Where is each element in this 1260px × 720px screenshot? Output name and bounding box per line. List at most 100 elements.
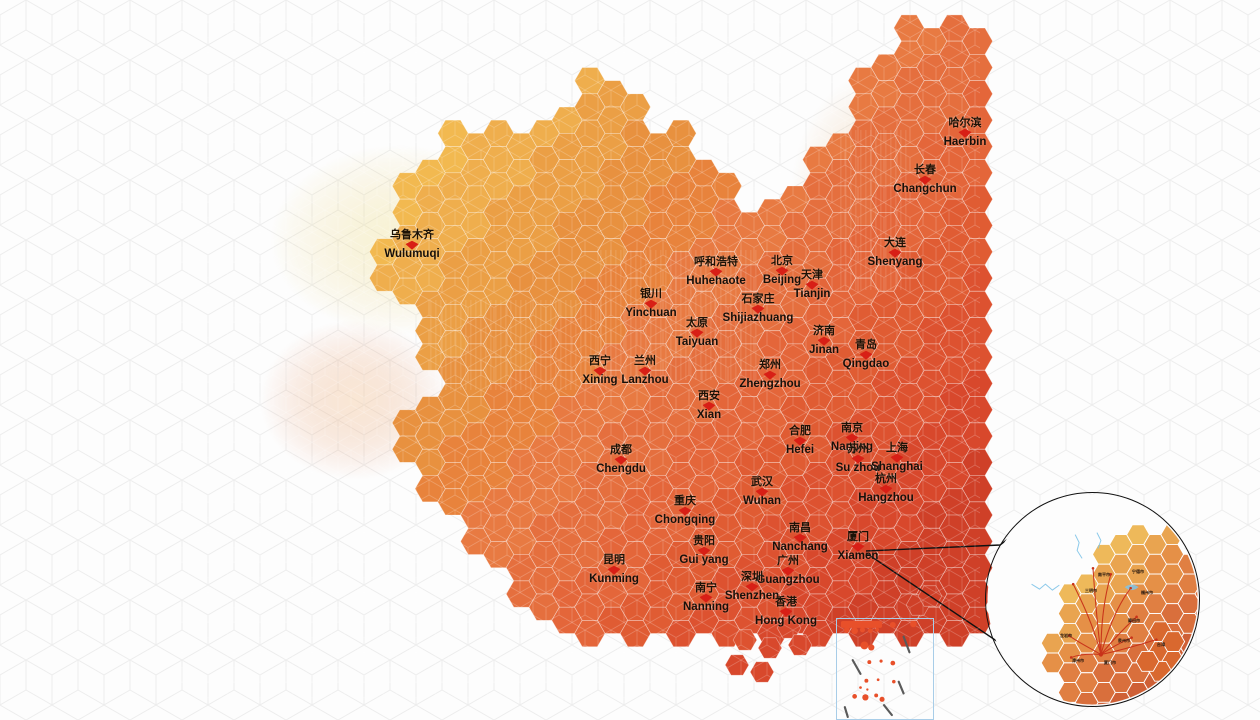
city-marker-jinan[interactable]: 济南 Jinan: [808, 324, 840, 357]
city-name-en: Nanchang: [772, 540, 828, 553]
city-name-en: Hangzhou: [858, 491, 914, 504]
city-name-en: Jinan: [808, 343, 840, 356]
city-name-cn: 昆明: [602, 553, 625, 566]
city-name-cn: 武汉: [751, 475, 773, 488]
city-marker-yinchuan[interactable]: 银川 Yinchuan: [625, 287, 677, 320]
city-marker-changchun[interactable]: 长春 Changchun: [893, 163, 956, 196]
city-marker-hangzhou[interactable]: 杭州 Hangzhou: [858, 472, 914, 505]
city-marker-hefei[interactable]: 合肥 Hefei: [785, 425, 815, 457]
city-name-cn: 南宁: [695, 581, 717, 594]
city-marker-gui-yang[interactable]: 贵阳 Gui yang: [679, 534, 728, 567]
inset-city-label: 宁德市: [1131, 569, 1145, 574]
city-marker-xian[interactable]: 西安 Xian: [697, 389, 721, 422]
city-name-cn: 上海: [885, 441, 908, 454]
city-marker-haerbin[interactable]: 哈尔滨 Haerbin: [943, 117, 987, 149]
city-marker-shanghai[interactable]: 上海 Shanghai: [871, 441, 923, 474]
city-marker-huhehaote[interactable]: 呼和浩特 Huhehaote: [686, 256, 746, 288]
city-marker-wuhan[interactable]: 武汉 Wuhan: [742, 475, 782, 508]
city-name-en: Guangzhou: [756, 573, 820, 586]
map-pin-icon: [805, 280, 819, 290]
inset-city-label: 三明市: [1084, 588, 1098, 593]
city-marker-kunming[interactable]: 昆明 Kunming: [589, 553, 639, 586]
city-name-en: Lanzhou: [621, 373, 669, 386]
city-marker-qingdao[interactable]: 青岛 Qingdao: [842, 339, 890, 371]
city-name-cn: 石家庄: [741, 292, 775, 305]
city-name-cn: 乌鲁木齐: [390, 228, 434, 241]
city-marker-shenzhen[interactable]: 深圳 Shenzhen: [724, 570, 780, 603]
city-marker-xining[interactable]: 西宁 Xining: [582, 354, 618, 387]
south-china-sea-islands: [840, 620, 917, 719]
city-marker-xiamen[interactable]: 厦门 Xiamen: [838, 530, 879, 563]
map-pin-icon: [405, 240, 419, 250]
city-name-cn: 杭州: [874, 472, 897, 485]
city-name-en: Xining: [582, 373, 618, 386]
city-name-en: Chongqing: [654, 513, 716, 526]
city-marker-hong-kong[interactable]: 香港 Hong Kong: [755, 596, 817, 628]
city-name-en: Beijing: [762, 273, 802, 286]
city-marker-chongqing[interactable]: 重庆 Chongqing: [654, 495, 716, 527]
map-pin-icon: [851, 542, 865, 552]
city-name-cn: 厦门: [846, 530, 869, 543]
city-name-en: Haerbin: [943, 135, 987, 148]
city-marker-tianjin[interactable]: 天津 Tianjin: [794, 268, 831, 301]
city-name-en: Nanning: [683, 600, 729, 613]
city-marker-shenyang[interactable]: 大连 Shenyang: [867, 236, 923, 269]
city-name-cn: 大连: [884, 236, 906, 249]
city-marker-shijiazhuang[interactable]: 石家庄 Shijiazhuang: [722, 292, 794, 325]
map-pin-icon: [699, 593, 713, 603]
inset-city-label: 南平市: [1097, 572, 1111, 577]
inset-city-label: 台湾: [1156, 642, 1166, 647]
city-name-en: Shenyang: [867, 255, 923, 268]
inset-city-label: 漳州市: [1071, 658, 1085, 663]
map-pin-icon: [851, 454, 865, 464]
inset-city-label: 福州市: [1140, 590, 1154, 595]
city-marker-su-zhou[interactable]: 苏州 Su zhou: [836, 443, 881, 475]
city-name-en: Huhehaote: [686, 274, 746, 287]
city-name-cn: 深圳: [741, 570, 763, 583]
city-name-cn: 贵阳: [692, 534, 715, 547]
map-pin-icon: [763, 370, 777, 380]
map-pin-icon: [614, 455, 628, 465]
south-china-sea-inset: [836, 618, 934, 720]
map-pin-icon: [607, 565, 621, 575]
city-name-en: Wuhan: [742, 494, 782, 507]
city-name-cn: 天津: [800, 268, 823, 281]
city-name-cn: 银川: [640, 287, 662, 300]
city-name-en: Shanghai: [871, 460, 923, 473]
city-marker-nanjing[interactable]: 南京 Nanjing: [831, 422, 873, 454]
city-name-en: Yinchuan: [625, 306, 677, 319]
city-name-cn: 北京: [771, 254, 793, 267]
city-name-cn: 济南: [812, 324, 835, 337]
city-marker-wulumuqi[interactable]: 乌鲁木齐 Wulumuqi: [384, 228, 440, 261]
city-name-en: Kunming: [589, 572, 639, 585]
city-marker-nanning[interactable]: 南宁 Nanning: [683, 581, 729, 614]
city-name-cn: 成都: [609, 443, 632, 456]
city-name-cn: 广州: [777, 554, 799, 567]
city-name-en: Wulumuqi: [384, 247, 440, 260]
city-name-en: Hefei: [785, 443, 815, 456]
map-pin-icon: [958, 128, 972, 138]
map-pin-icon: [779, 607, 793, 617]
map-pin-icon: [593, 366, 607, 376]
xiamen-magnifier-inset: 南平市 宁德市 三明市 福州市 莆田市 泉州市 台湾 龙岩市 漳州市 厦门市: [985, 492, 1200, 707]
city-name-cn: 西宁: [588, 354, 611, 367]
city-marker-nanchang[interactable]: 南昌 Nanchang: [772, 522, 828, 554]
city-marker-chengdu[interactable]: 成都 Chengdu: [596, 443, 646, 476]
city-marker-lanzhou[interactable]: 兰州 Lanzhou: [621, 354, 669, 387]
city-marker-zhengzhou[interactable]: 郑州 Zhengzhou: [739, 359, 800, 391]
city-name-cn: 兰州: [634, 354, 656, 367]
map-pin-icon: [697, 546, 711, 556]
map-pin-icon: [859, 350, 873, 360]
city-name-cn: 西安: [697, 389, 720, 402]
city-name-cn: 太原: [685, 316, 708, 329]
map-pin-icon: [845, 433, 859, 443]
city-marker-guangzhou[interactable]: 广州 Guangzhou: [756, 554, 820, 587]
city-marker-beijing[interactable]: 北京 Beijing: [762, 254, 802, 287]
city-name-en: Shijiazhuang: [722, 311, 794, 324]
city-name-cn: 长春: [914, 163, 936, 176]
map-pin-icon: [702, 401, 716, 411]
city-marker-taiyuan[interactable]: 太原 Taiyuan: [676, 316, 719, 349]
city-name-en: Qingdao: [842, 357, 890, 370]
city-name-en: Chengdu: [596, 462, 646, 475]
city-name-en: Shenzhen: [724, 589, 780, 602]
